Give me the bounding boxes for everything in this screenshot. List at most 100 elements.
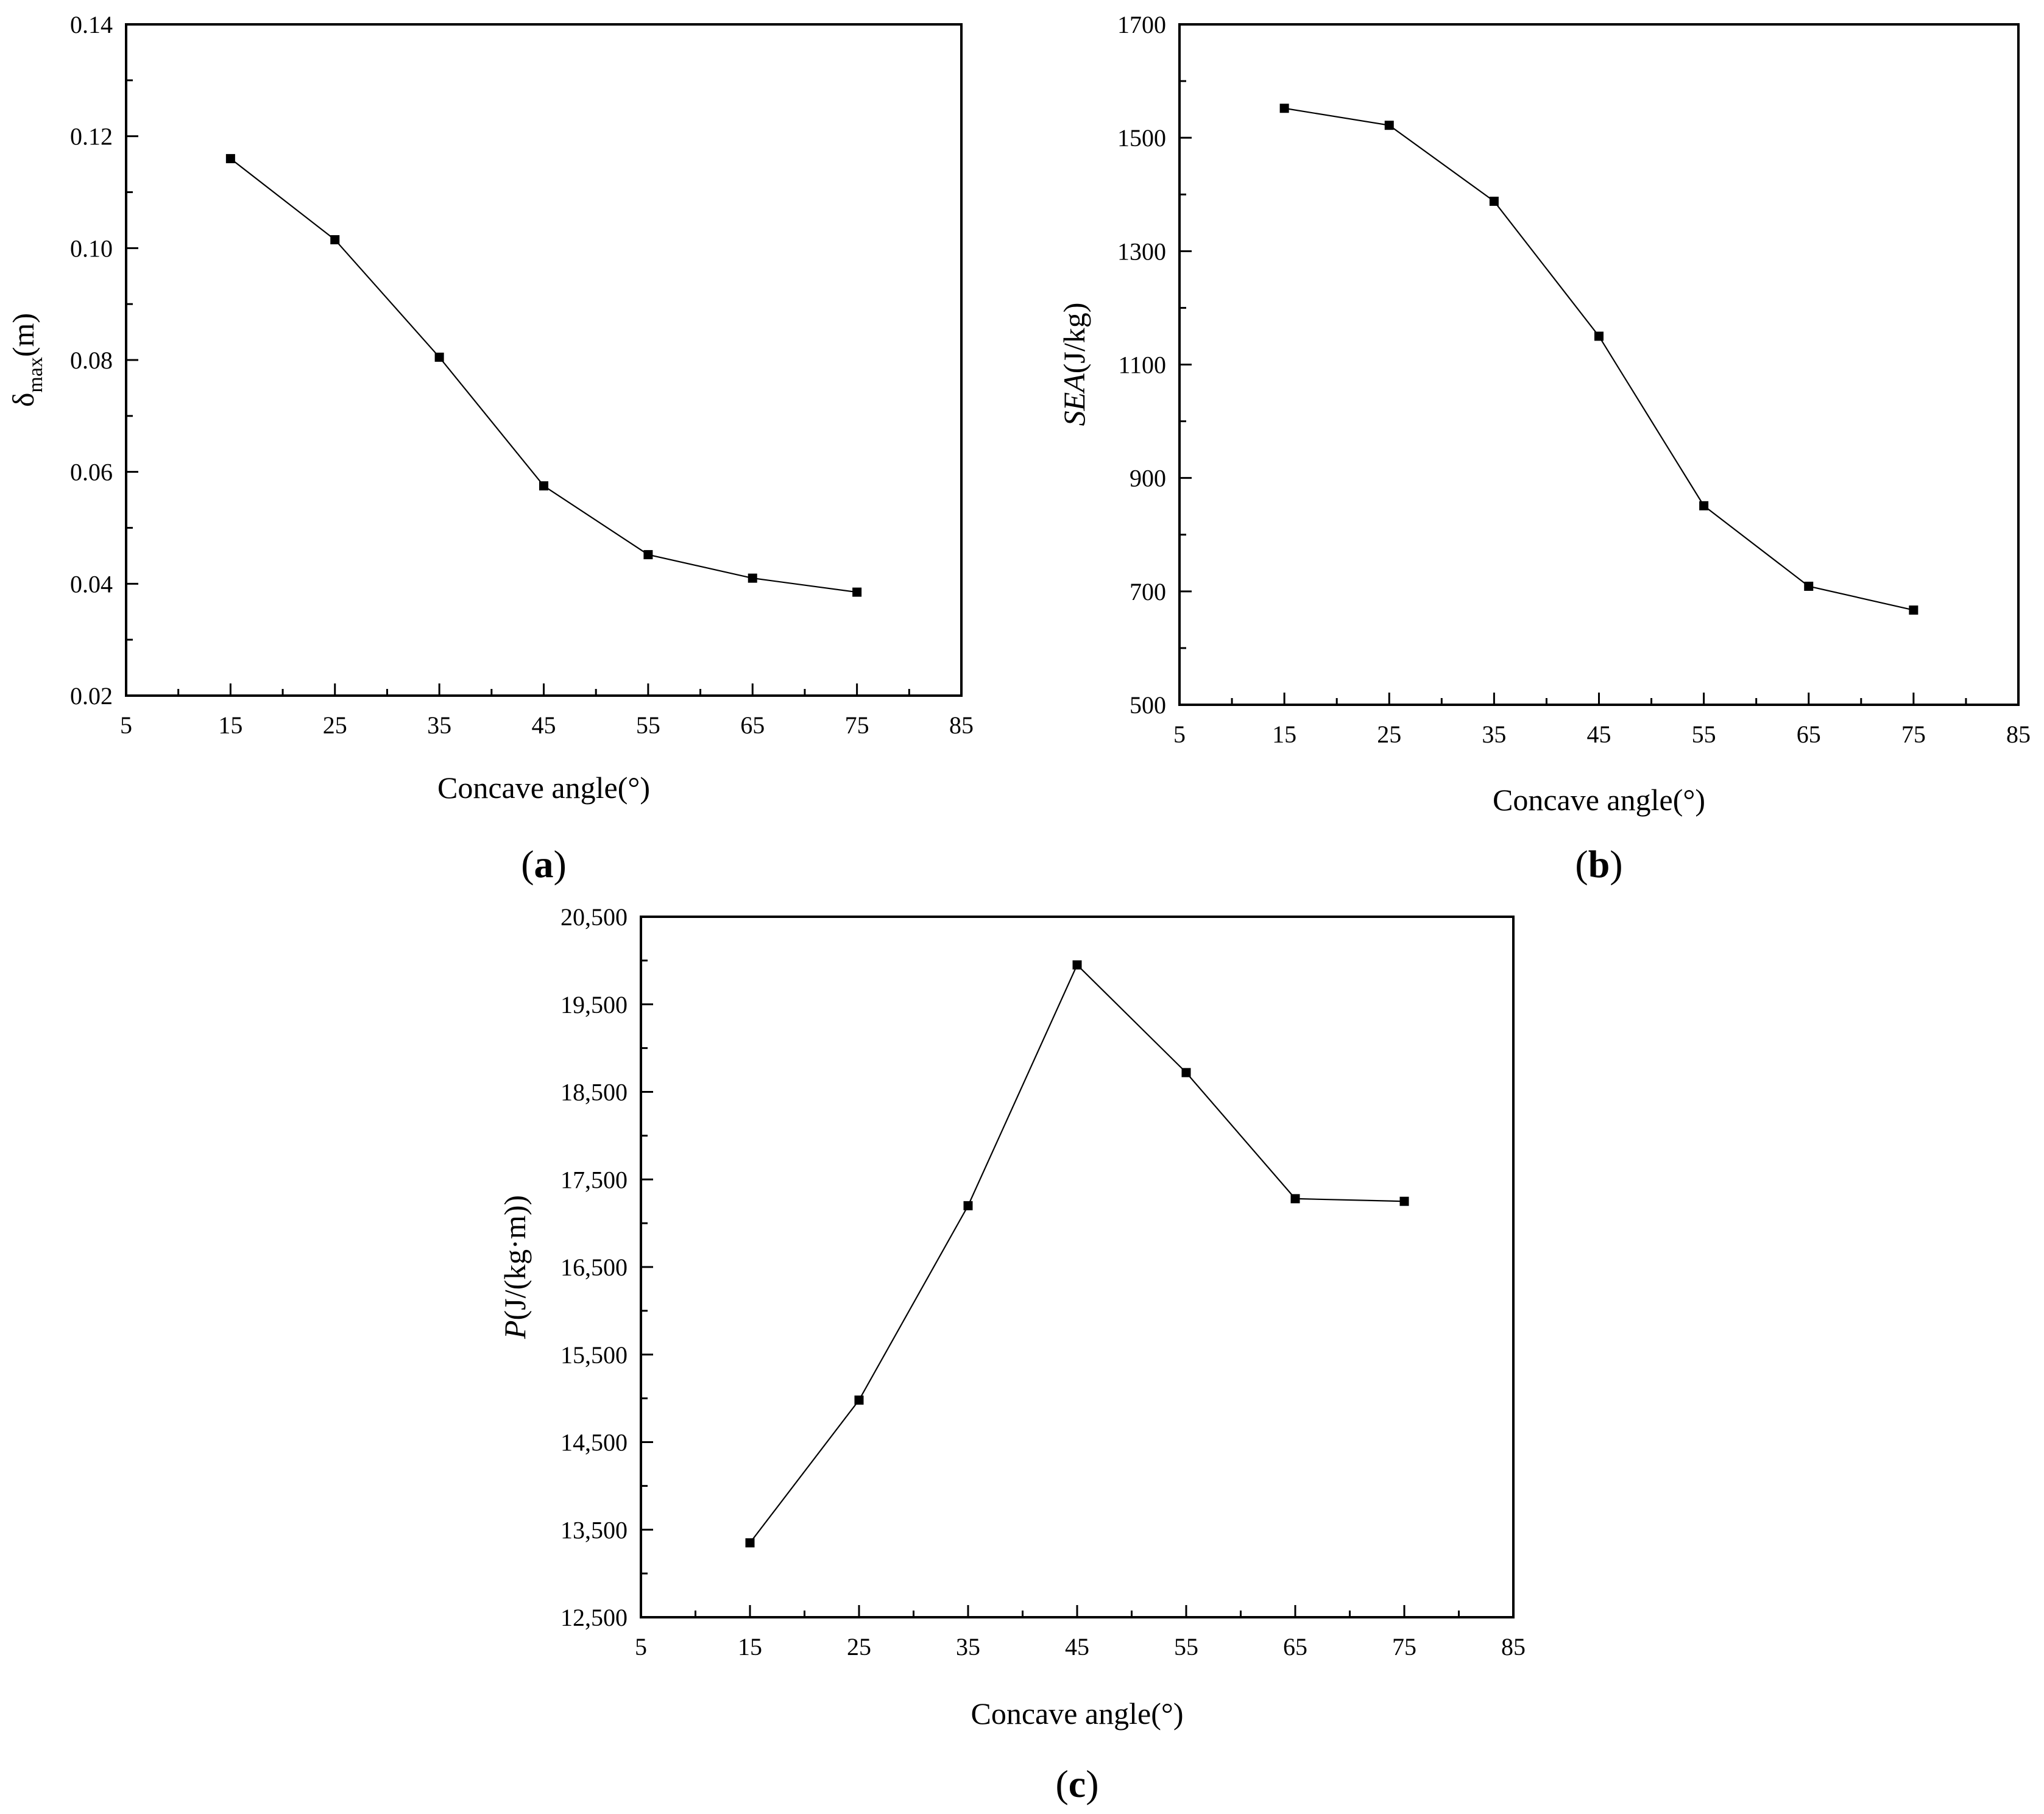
y-axis-unit: (J/kg): [1057, 303, 1091, 374]
x-tick-label: 25: [323, 711, 347, 739]
y-tick-label: 0.10: [70, 235, 113, 262]
y-tick-label: 19,500: [561, 991, 628, 1018]
panel-paren-close: ): [1086, 1762, 1098, 1805]
data-point: [963, 1201, 973, 1210]
x-tick-label: 75: [1901, 721, 1926, 748]
x-tick-label: 55: [1692, 721, 1716, 748]
y-tick-label: 15,500: [561, 1341, 628, 1369]
y-tick-label: 1500: [1117, 124, 1166, 152]
data-point: [852, 587, 862, 597]
y-tick-label: 700: [1130, 578, 1166, 605]
panel-label: (a): [521, 842, 567, 886]
data-point: [1699, 501, 1709, 510]
data-point: [1489, 196, 1499, 206]
panel-paren-open: (: [521, 842, 534, 886]
panel-label: (c): [1055, 1762, 1098, 1805]
y-tick-label: 0.06: [70, 459, 113, 486]
plot-frame: [640, 916, 1515, 1618]
y-tick-label: 18,500: [561, 1079, 628, 1106]
data-point: [643, 550, 653, 560]
y-axis-symbol: P: [498, 1320, 532, 1339]
data-point: [1594, 331, 1604, 341]
y-tick-label: 12,500: [561, 1604, 628, 1631]
y-axis-subscript: max: [24, 357, 47, 393]
x-tick-label: 85: [949, 711, 974, 739]
x-axis-title: Concave angle(°): [437, 771, 650, 805]
y-axis-title: δmax(m): [6, 313, 47, 407]
x-tick-label: 5: [1173, 721, 1186, 748]
x-tick-label: 85: [1501, 1633, 1526, 1660]
y-tick-label: 0.04: [70, 570, 113, 598]
data-point: [1804, 581, 1814, 591]
x-tick-label: 65: [1797, 721, 1821, 748]
y-tick-label: 17,500: [561, 1166, 628, 1193]
x-axis-title: Concave angle(°): [971, 1696, 1184, 1731]
data-point: [745, 1538, 755, 1548]
y-tick-label: 14,500: [561, 1429, 628, 1456]
data-point: [434, 352, 444, 362]
y-tick-label: 1100: [1118, 351, 1166, 379]
panel-paren-close: ): [554, 842, 567, 886]
y-axis-title: SEA(J/kg): [1057, 303, 1091, 426]
y-tick-label: 0.14: [70, 11, 113, 38]
data-point: [539, 481, 548, 491]
x-tick-label: 75: [1392, 1633, 1416, 1660]
data-point: [748, 573, 757, 583]
y-tick-label: 20,500: [561, 903, 628, 931]
data-point: [1290, 1194, 1300, 1204]
x-tick-label: 35: [1482, 721, 1506, 748]
x-tick-label: 15: [218, 711, 242, 739]
data-point: [330, 235, 340, 245]
y-tick-label: 0.02: [70, 682, 113, 710]
panel-letter: c: [1069, 1762, 1086, 1805]
x-tick-label: 5: [120, 711, 132, 739]
x-tick-label: 55: [1174, 1633, 1198, 1660]
data-point: [854, 1396, 864, 1405]
x-tick-label: 85: [2006, 721, 2031, 748]
panel-letter: a: [534, 842, 554, 886]
panel-paren-close: ): [1610, 842, 1622, 886]
y-tick-label: 1300: [1117, 238, 1166, 265]
series-line: [749, 964, 1405, 1544]
x-tick-label: 75: [845, 711, 869, 739]
plot-frame: [1178, 23, 2020, 706]
x-tick-label: 35: [956, 1633, 980, 1660]
x-tick-label: 45: [1587, 721, 1611, 748]
data-point: [1279, 104, 1289, 113]
panel-label: (b): [1575, 842, 1622, 886]
y-tick-label: 13,500: [561, 1516, 628, 1544]
series-line: [230, 158, 857, 593]
x-tick-label: 65: [1283, 1633, 1307, 1660]
chart-panel-c: 5 15 25 35 45 55 65 75 85 12,500 13,500 14,500 15,50…: [498, 903, 1526, 1805]
y-axis-symbol: δ: [6, 393, 40, 408]
y-tick-label: 900: [1130, 465, 1166, 492]
x-tick-label: 35: [427, 711, 451, 739]
chart-panel-a: 5 15 25 35 45 55 65 75 85 0.02 0.04 0.06 0.08 0.10 0.1…: [6, 11, 974, 886]
y-axis-unit: (J/(kg·m)): [498, 1195, 532, 1321]
x-tick-label: 25: [847, 1633, 871, 1660]
panel-paren-open: (: [1055, 1762, 1068, 1805]
y-axis-unit: (m): [6, 313, 40, 357]
data-point: [1384, 121, 1394, 130]
x-tick-label: 15: [738, 1633, 762, 1660]
x-tick-label: 15: [1272, 721, 1296, 748]
y-tick-label: 500: [1130, 691, 1166, 719]
y-tick-label: 1700: [1117, 11, 1166, 38]
x-tick-label: 65: [740, 711, 765, 739]
plot-frame: [125, 23, 963, 697]
y-axis-symbol: SEA: [1057, 373, 1091, 426]
x-tick-label: 25: [1377, 721, 1401, 748]
x-tick-label: 45: [532, 711, 556, 739]
panel-paren-open: (: [1575, 842, 1588, 886]
data-point: [1072, 960, 1082, 970]
y-tick-label: 16,500: [561, 1254, 628, 1281]
x-tick-label: 45: [1065, 1633, 1089, 1660]
x-axis-title: Concave angle(°): [1493, 783, 1705, 817]
x-tick-label: 5: [635, 1633, 647, 1660]
y-tick-label: 0.08: [70, 347, 113, 374]
data-point: [1909, 605, 1918, 615]
data-point: [1181, 1068, 1191, 1078]
y-axis-title: P(J/(kg·m)): [498, 1195, 532, 1339]
